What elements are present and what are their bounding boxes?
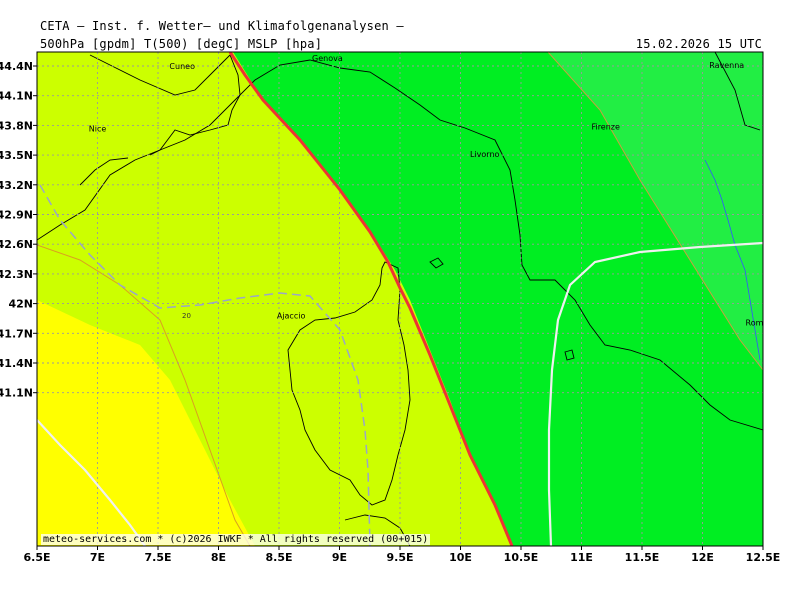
lat-tick-label: 43.5N (0, 149, 33, 162)
chart-title: CETA – Inst. f. Wetter– und Klimafolgena… (40, 19, 404, 33)
lat-tick-label: 42N (8, 298, 33, 311)
chart-parameters: 500hPa [gpdm] T(500) [degC] MSLP [hpa] (40, 37, 323, 51)
city-label-rome: Rome (746, 318, 769, 327)
city-label-cuneo: Cuneo (169, 62, 195, 71)
city-label-genova: Genova (312, 54, 343, 63)
coastlines (37, 52, 763, 546)
temperature-zone-yellow (37, 300, 255, 546)
lon-tick-label: 11.5E (625, 551, 660, 564)
city-label-ravenna: Ravenna (709, 61, 744, 70)
lon-tick-label: 12.5E (746, 551, 781, 564)
lat-tick-label: 42.3N (0, 268, 33, 281)
lon-tick-label: 10.5E (504, 551, 539, 564)
city-label-firenze: Firenze (591, 122, 620, 131)
lat-tick-label: 44.4N (0, 60, 33, 73)
geopotential-contour-red (228, 52, 514, 546)
lat-tick-label: 43.2N (0, 179, 33, 192)
copyright-credit: meteo-services.com * (c)2026 IWKF * All … (41, 534, 431, 545)
lat-tick-label: 41.4N (0, 357, 33, 370)
lon-tick-label: 9E (332, 551, 347, 564)
lon-tick-label: 7E (90, 551, 105, 564)
lon-tick-label: 11E (570, 551, 593, 564)
lon-tick-label: 12E (691, 551, 714, 564)
lon-tick-label: 7.5E (144, 551, 171, 564)
lon-tick-label: 9.5E (386, 551, 413, 564)
lat-tick-label: 42.9N (0, 209, 33, 222)
valid-time: 15.02.2026 15 UTC (635, 37, 762, 51)
isobar-southwest (37, 419, 146, 546)
lat-tick-label: 41.1N (0, 387, 33, 400)
lon-tick-label: 8.5E (265, 551, 292, 564)
lat-tick-label: 44.1N (0, 90, 33, 103)
city-label-ajaccio: Ajaccio (277, 311, 306, 320)
temperature-zone-green (233, 52, 763, 546)
lat-tick-label: 41.7N (0, 327, 33, 340)
lon-tick-label: 8E (211, 551, 226, 564)
contour-label: 20 (182, 312, 191, 320)
lat-tick-label: 42.6N (0, 238, 33, 251)
temperature-contour-20 (39, 184, 371, 546)
city-label-livorno: Livorno (470, 150, 500, 159)
graticule (37, 52, 763, 546)
lat-tick-label: 43.8N (0, 119, 33, 132)
lon-tick-label: 6.5E (23, 551, 50, 564)
city-label-nice: Nice (89, 124, 107, 133)
lon-tick-label: 10E (449, 551, 472, 564)
isobar-east (547, 241, 763, 546)
